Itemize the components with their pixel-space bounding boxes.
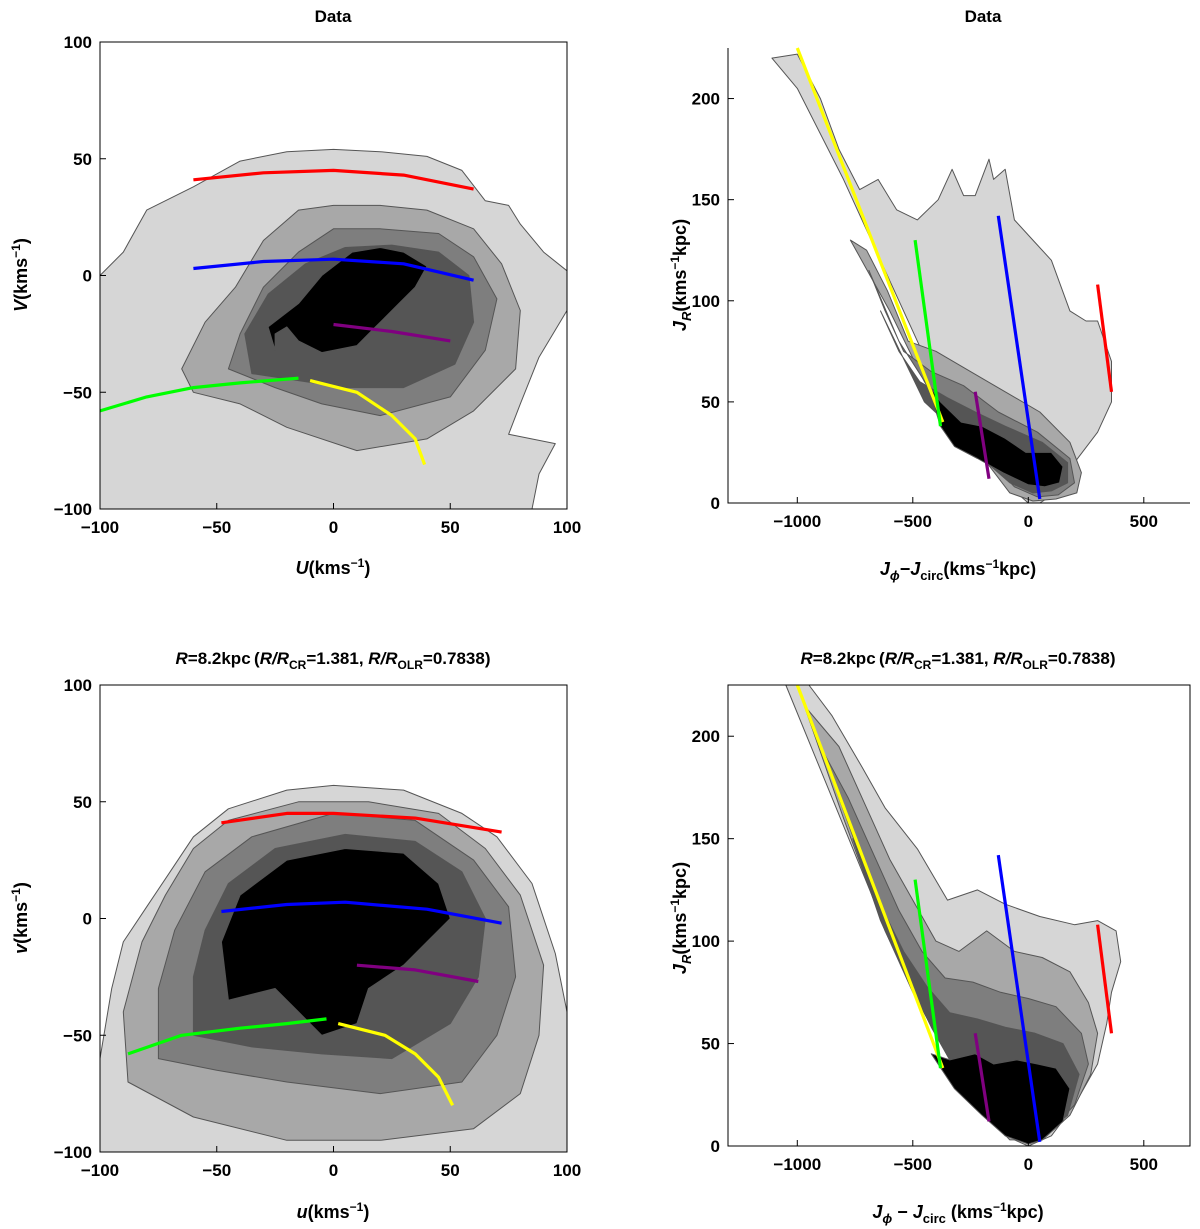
y-tick-label: 50 — [701, 393, 720, 412]
contour-level-5 — [267, 247, 428, 354]
y-axis-ticks: 100 50 0 −50 −100 — [54, 33, 106, 519]
panel-title: R=8.2kpc (R/RCR=1.381, R/ROLR=0.7838) — [801, 649, 1116, 672]
resonance-curves — [795, 684, 1114, 1143]
x-axis-label: u(kms−1) — [297, 1200, 370, 1222]
panel-action-model: R=8.2kpc (R/RCR=1.381, R/ROLR=0.7838) −1… — [668, 649, 1191, 1226]
resonance-curve — [221, 900, 502, 925]
x-axis-ticks: −1000 −500 0 500 — [773, 1140, 1158, 1174]
panel-title: Data — [315, 7, 352, 26]
x-tick-label: 0 — [1024, 1155, 1033, 1174]
x-tick-label: −100 — [81, 1161, 119, 1180]
resonance-curves — [795, 47, 1114, 500]
x-tick-label: 50 — [441, 1161, 460, 1180]
y-tick-label: 150 — [692, 830, 720, 849]
x-tick-label: 100 — [553, 518, 581, 537]
resonance-curve — [973, 1033, 991, 1122]
resonance-curves — [99, 168, 474, 466]
y-axis-ticks: 100 50 0 −50 −100 — [54, 676, 106, 1162]
x-tick-label: 0 — [1024, 512, 1033, 531]
y-axis-label: v(kms−1) — [9, 882, 31, 954]
y-axis-ticks: 200 150 100 50 0 — [692, 727, 734, 1156]
x-tick-label: 100 — [553, 1161, 581, 1180]
contour-level-5 — [220, 848, 451, 1036]
y-axis-ticks: 200 150 100 50 0 — [692, 90, 734, 513]
resonance-curve — [127, 1017, 327, 1056]
x-tick-label: 500 — [1130, 1155, 1158, 1174]
y-tick-label: 200 — [692, 727, 720, 746]
resonance-curve — [99, 376, 299, 413]
x-tick-label: −1000 — [773, 1155, 821, 1174]
resonance-curve — [309, 379, 427, 466]
resonance-curve — [356, 963, 479, 984]
y-tick-label: 50 — [73, 150, 92, 169]
resonance-curve — [193, 257, 474, 282]
resonance-curve — [996, 854, 1042, 1143]
contour-level-5 — [930, 1053, 1071, 1145]
y-tick-label: 0 — [83, 267, 92, 286]
x-axis-ticks: −1000 −500 0 500 — [773, 497, 1158, 531]
x-tick-label: −1000 — [773, 512, 821, 531]
resonance-curve — [1096, 924, 1114, 1034]
x-tick-label: 0 — [329, 1161, 338, 1180]
resonance-curve — [221, 811, 502, 834]
x-axis-ticks: −100 −50 0 50 100 — [81, 503, 581, 537]
y-tick-label: 200 — [692, 90, 720, 109]
resonance-curve — [1096, 284, 1114, 393]
x-axis-label: U(kms−1) — [296, 556, 371, 578]
x-tick-label: −500 — [894, 1155, 932, 1174]
resonance-curve — [795, 47, 945, 423]
resonance-curves — [127, 811, 502, 1107]
y-tick-label: −100 — [54, 500, 92, 519]
resonance-curve — [973, 391, 991, 479]
x-tick-label: 0 — [329, 518, 338, 537]
panel-title: Data — [965, 7, 1002, 26]
x-tick-label: 50 — [441, 518, 460, 537]
y-tick-label: 100 — [64, 33, 92, 52]
contour-levels — [99, 784, 568, 1153]
y-tick-label: 100 — [692, 292, 720, 311]
y-axis-label: V(kms−1) — [9, 238, 31, 312]
x-axis-label: Jϕ−Jcirc(kms−1kpc) — [880, 557, 1036, 583]
resonance-curve — [333, 322, 451, 343]
y-tick-label: 50 — [701, 1035, 720, 1054]
x-tick-label: −50 — [202, 518, 231, 537]
y-axis-label: JR(kms−1kpc) — [668, 219, 694, 331]
resonance-curve — [913, 879, 943, 1069]
y-tick-label: −100 — [54, 1143, 92, 1162]
contour-levels — [785, 684, 1122, 1147]
plot-frame — [727, 684, 1191, 1147]
panel-title: R=8.2kpc (R/RCR=1.381, R/ROLR=0.7838) — [176, 649, 491, 672]
resonance-curve — [193, 168, 474, 191]
y-tick-label: 150 — [692, 191, 720, 210]
x-tick-label: 500 — [1130, 512, 1158, 531]
panel-uv-data: Data −100 −50 0 50 100 100 50 0 −50 −100 U(kms−1… — [9, 7, 581, 578]
y-axis-label: JR(kms−1kpc) — [668, 862, 694, 974]
resonance-curve — [996, 215, 1042, 500]
y-tick-label: −50 — [63, 383, 92, 402]
y-tick-label: 0 — [83, 910, 92, 929]
contour-levels — [771, 53, 1112, 504]
resonance-curve — [337, 1022, 455, 1107]
resonance-curve — [795, 684, 945, 1069]
y-tick-label: −50 — [63, 1026, 92, 1045]
contour-level-5 — [926, 381, 1064, 488]
y-tick-label: 100 — [692, 932, 720, 951]
y-tick-label: 100 — [64, 676, 92, 695]
x-tick-label: −500 — [894, 512, 932, 531]
y-tick-label: 50 — [73, 793, 92, 812]
y-tick-label: 0 — [711, 1137, 720, 1156]
contour-levels — [99, 148, 568, 510]
panel-uv-model: R=8.2kpc (R/RCR=1.381, R/ROLR=0.7838) −1… — [9, 649, 581, 1222]
x-tick-label: −100 — [81, 518, 119, 537]
y-tick-label: 0 — [711, 494, 720, 513]
x-axis-ticks: −100 −50 0 50 100 — [81, 1146, 581, 1180]
resonance-curve — [913, 239, 943, 427]
x-axis-label: Jϕ − Jcirc (kms−1kpc) — [872, 1200, 1043, 1226]
x-tick-label: −50 — [202, 1161, 231, 1180]
